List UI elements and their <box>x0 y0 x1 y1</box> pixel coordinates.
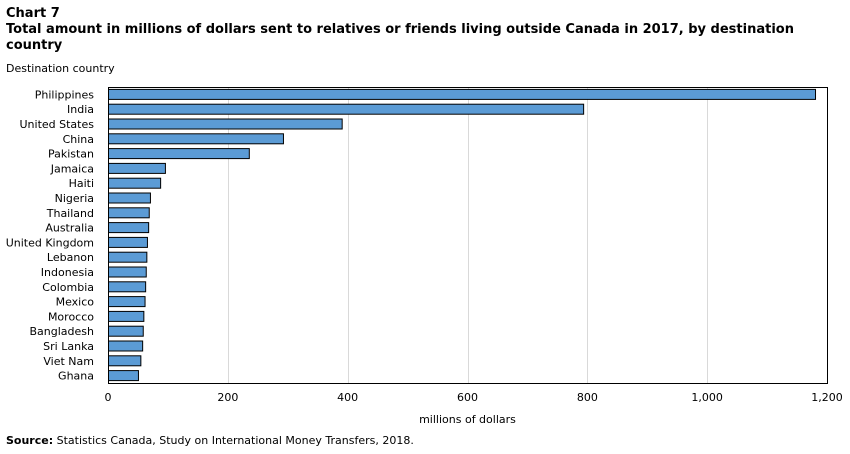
x-axis-label: millions of dollars <box>419 413 516 426</box>
category-label: Jamaica <box>50 162 94 175</box>
bar-philippines <box>108 88 817 100</box>
category-label: China <box>63 133 94 146</box>
bar-viet-nam <box>108 355 142 367</box>
category-label: Sri Lanka <box>43 340 94 353</box>
bar-united-kingdom <box>108 236 148 248</box>
bars <box>108 88 817 382</box>
category-label: United States <box>20 118 95 131</box>
source-text: Statistics Canada, Study on Internationa… <box>53 434 414 447</box>
category-label: Ghana <box>58 370 94 383</box>
category-label: India <box>67 103 94 116</box>
category-labels: Philippines India United States China Pakist… <box>6 88 95 382</box>
category-label: Morocco <box>48 310 94 323</box>
x-tick-label: 0 <box>105 391 112 404</box>
category-label: Indonesia <box>41 266 94 279</box>
category-label: Lebanon <box>47 251 94 264</box>
chart-label: Chart 7 <box>6 6 60 21</box>
bar-india <box>108 103 585 115</box>
bar-ghana <box>108 370 139 382</box>
category-label: Pakistan <box>48 148 94 161</box>
category-label: Philippines <box>35 88 95 101</box>
x-tick-label: 200 <box>217 391 238 404</box>
bar-sri-lanka <box>108 340 144 352</box>
gridlines <box>228 87 708 383</box>
x-tick-labels: 0 200 400 600 800 1,000 1,200 <box>105 391 843 404</box>
bar-united-states <box>108 118 343 130</box>
category-label: Mexico <box>56 296 95 309</box>
category-label: Haiti <box>69 177 94 190</box>
x-tick-label: 800 <box>577 391 598 404</box>
category-label: Thailand <box>46 207 94 220</box>
chart-title: Total amount in millions of dollars sent… <box>6 22 794 53</box>
bar-haiti <box>108 177 162 189</box>
category-label: Colombia <box>42 281 94 294</box>
bar-australia <box>108 222 150 234</box>
bar-jamaica <box>108 162 166 174</box>
source-note: Source: Statistics Canada, Study on Inte… <box>6 434 414 447</box>
x-tick-label: 400 <box>337 391 358 404</box>
category-label: Viet Nam <box>43 355 94 368</box>
plot-frame <box>108 87 828 384</box>
y-axis-label: Destination country <box>6 62 115 75</box>
bar-morocco <box>108 310 145 322</box>
bar-mexico <box>108 296 146 308</box>
bar-thailand <box>108 207 150 219</box>
bar-lebanon <box>108 251 148 263</box>
x-tick-label: 1,200 <box>811 391 843 404</box>
bar-china <box>108 133 284 145</box>
bar-colombia <box>108 281 147 293</box>
bar-nigeria <box>108 192 151 204</box>
category-label: United Kingdom <box>6 236 94 249</box>
category-label: Australia <box>45 222 94 235</box>
bar-pakistan <box>108 148 250 160</box>
x-tick-label: 1,000 <box>691 391 723 404</box>
x-tick-label: 600 <box>457 391 478 404</box>
category-label: Nigeria <box>55 192 94 205</box>
bar-indonesia <box>108 266 147 278</box>
bar-bangladesh <box>108 325 144 337</box>
source-lead: Source: <box>6 434 54 447</box>
category-label: Bangladesh <box>30 325 95 338</box>
